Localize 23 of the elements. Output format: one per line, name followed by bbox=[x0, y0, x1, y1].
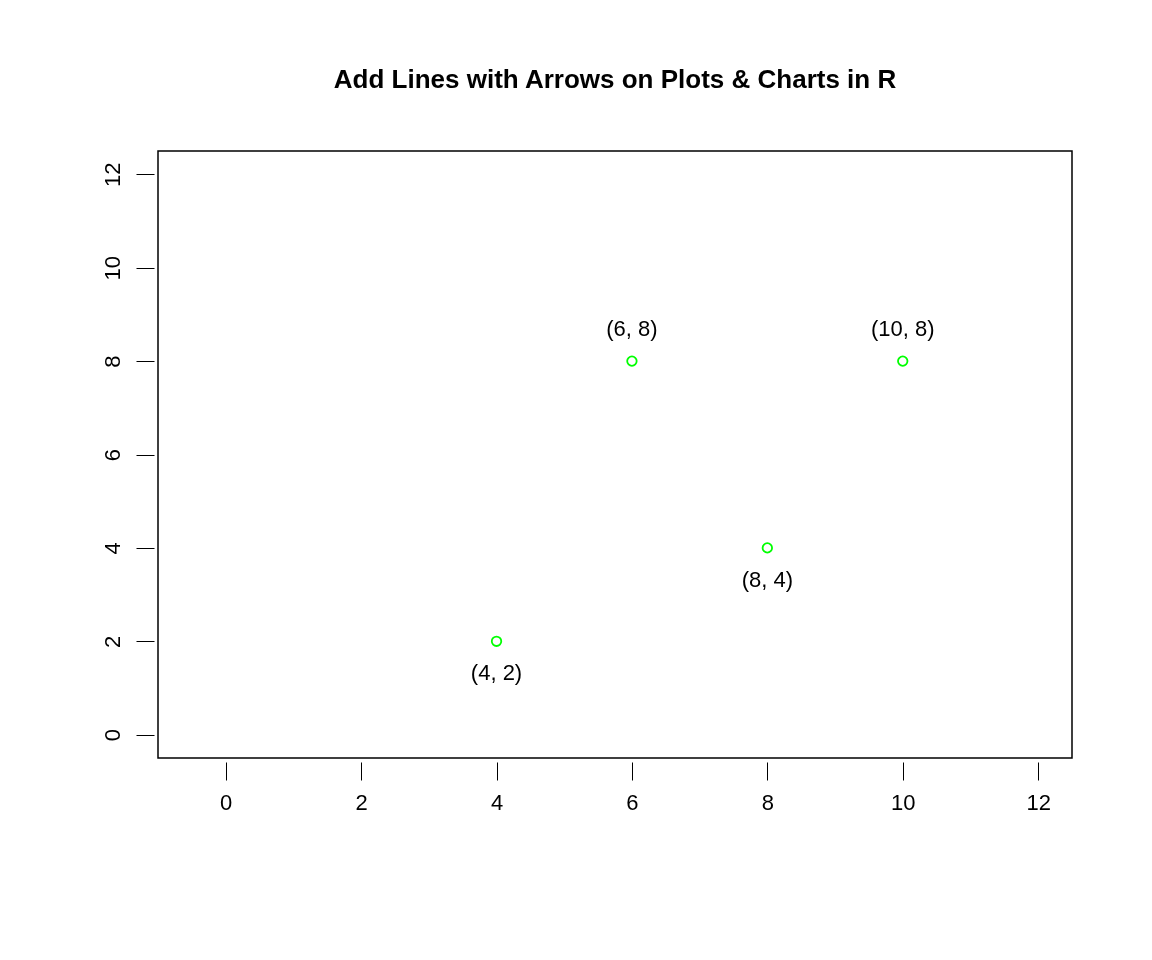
x-tick-label: 12 bbox=[1026, 789, 1051, 815]
data-label: (4, 2) bbox=[470, 660, 523, 686]
x-tick-label: 8 bbox=[761, 789, 774, 815]
point bbox=[897, 355, 909, 367]
x-tick-label: 6 bbox=[626, 789, 639, 815]
chart-title: Add Lines with Arrows on Plots & Charts in R bbox=[333, 64, 897, 94]
y-tick-label: 2 bbox=[99, 635, 125, 648]
y-tick-label: 12 bbox=[99, 162, 125, 188]
point bbox=[626, 355, 638, 367]
y-tick-label: 6 bbox=[99, 448, 125, 462]
data-label: (10, 8) bbox=[870, 316, 935, 342]
y-tick-label: 0 bbox=[99, 729, 125, 742]
x-tick-label: 4 bbox=[490, 789, 504, 815]
data-label: (6, 8) bbox=[606, 316, 658, 342]
data-label: (8, 4) bbox=[741, 566, 794, 592]
x-tick-label: 2 bbox=[355, 789, 368, 815]
point bbox=[490, 635, 503, 647]
y-tick-label: 4 bbox=[99, 542, 125, 555]
x-tick-label: 10 bbox=[891, 789, 916, 815]
y-tick-label: 8 bbox=[99, 355, 125, 368]
point bbox=[761, 542, 773, 554]
x-tick-label: 0 bbox=[220, 789, 233, 815]
y-tick-label: 10 bbox=[99, 255, 125, 281]
